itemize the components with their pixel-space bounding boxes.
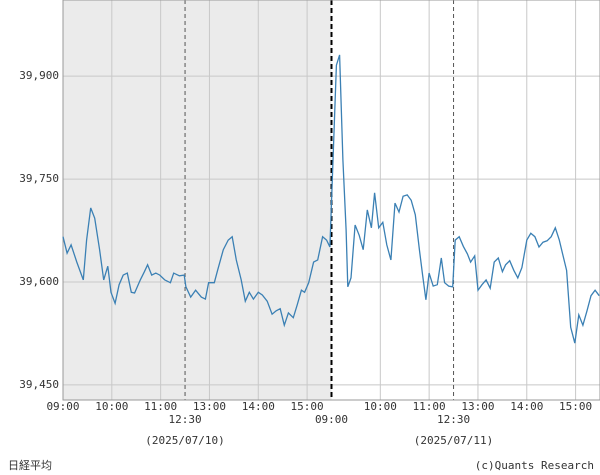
y-tick-label: 39,900 (19, 69, 59, 82)
date-label: (2025/07/11) (414, 434, 493, 447)
x-tick-label: 13:00 (193, 400, 226, 413)
x-tick-label: 10:00 (364, 400, 397, 413)
day-shade (63, 0, 332, 400)
data-line (62, 54, 600, 344)
x-tick-label: 11:00 (144, 400, 177, 413)
x-tick-label: 15:00 (291, 400, 324, 413)
x-tick-label: 09:00 (315, 413, 348, 426)
credit: (c)Quants Research (475, 459, 594, 472)
x-tick-label: 14:00 (242, 400, 275, 413)
x-tick-label: 11:00 (413, 400, 446, 413)
x-tick-label: 12:30 (437, 413, 470, 426)
x-tick-label: 09:00 (46, 400, 79, 413)
x-tick-label: 14:00 (510, 400, 543, 413)
date-label: (2025/07/10) (145, 434, 224, 447)
y-tick-label: 39,750 (19, 172, 59, 185)
x-tick-label: 15:00 (559, 400, 592, 413)
plot-border (62, 0, 600, 401)
x-tick-label: 12:30 (168, 413, 201, 426)
series-name: 日経平均 (8, 459, 52, 472)
x-tick-label: 10:00 (95, 400, 128, 413)
x-tick-label: 13:00 (461, 400, 494, 413)
y-tick-label: 39,600 (19, 275, 59, 288)
y-tick-label: 39,450 (19, 378, 59, 391)
